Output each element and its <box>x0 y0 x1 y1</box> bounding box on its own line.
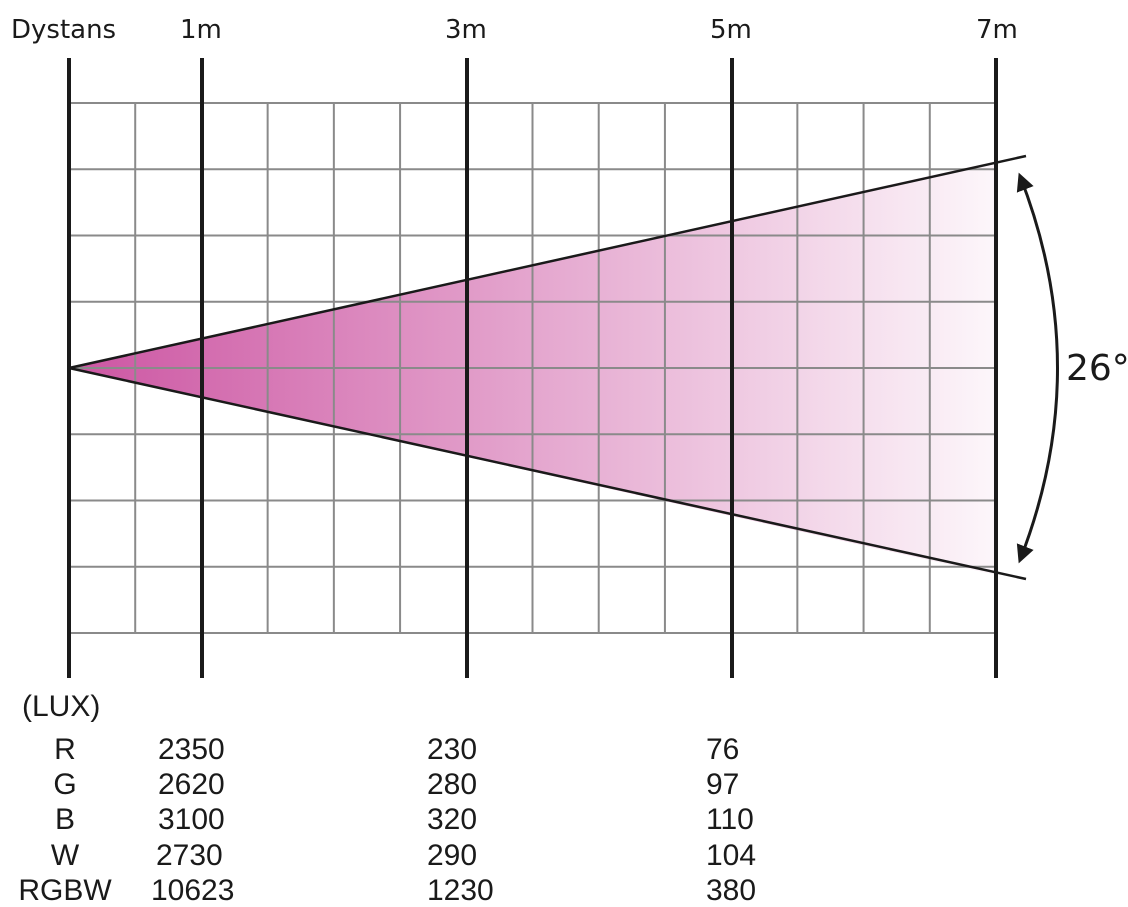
lux-row-label-g: G <box>53 768 77 801</box>
lux-value-g-5m: 97 <box>706 768 740 801</box>
lux-value-g-3m: 280 <box>427 768 478 801</box>
distance-1m-label: 1m <box>180 15 222 45</box>
distance-7m-label: 7m <box>976 15 1018 45</box>
lux-value-b-1m: 3100 <box>158 803 225 836</box>
beam-lower-edge <box>68 366 1027 581</box>
lux-value-w-5m: 104 <box>706 839 757 872</box>
lux-value-r-1m: 2350 <box>158 733 225 766</box>
distance-5m-label: 5m <box>710 15 752 45</box>
lux-value-rgbw-5m: 380 <box>706 874 757 907</box>
lux-value-b-5m: 110 <box>706 803 754 836</box>
lux-value-w-1m: 2730 <box>156 839 223 872</box>
lux-header: (LUX) <box>22 690 101 723</box>
lux-value-r-3m: 230 <box>427 733 478 766</box>
lux-value-b-3m: 320 <box>427 803 478 836</box>
lux-value-rgbw-3m: 1230 <box>427 874 494 907</box>
beam-angle-label: 26° <box>1066 348 1128 389</box>
lux-value-r-5m: 76 <box>706 733 740 766</box>
lux-value-rgbw-1m: 10623 <box>151 874 235 907</box>
beam-upper-edge <box>68 154 1027 370</box>
lux-row-label-rgbw: RGBW <box>18 874 112 907</box>
lux-value-w-3m: 290 <box>427 839 478 872</box>
lux-row-label-w: W <box>50 839 80 872</box>
lux-row-label-b: B <box>54 803 75 836</box>
lux-value-g-1m: 2620 <box>158 768 225 801</box>
lux-row-label-r: R <box>54 733 76 766</box>
distance-3m-label: 3m <box>445 15 487 45</box>
grid <box>68 102 997 634</box>
distance-label: Dystans <box>11 15 117 45</box>
angle-arc-arrow <box>1016 172 1059 564</box>
